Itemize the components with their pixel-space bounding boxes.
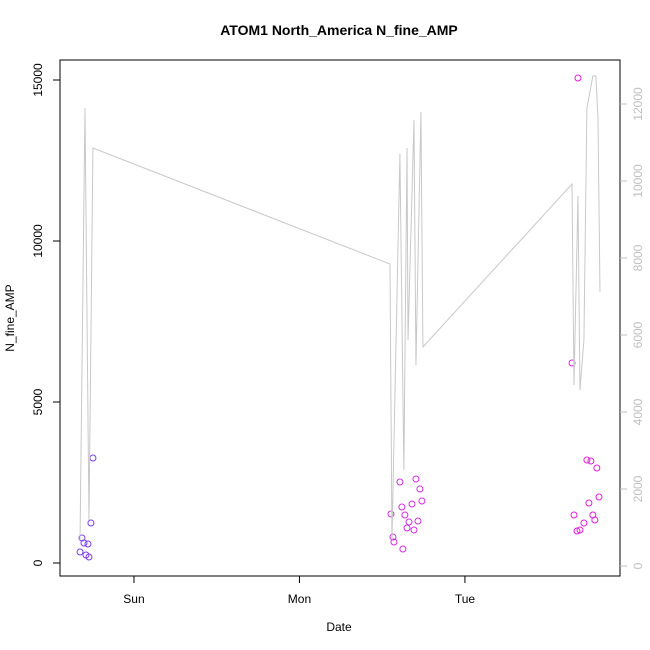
chart-title: ATOM1 North_America N_fine_AMP [220,22,458,38]
point [573,527,581,535]
point [387,510,395,518]
x-tick-label: Tue [455,592,476,606]
y2-tick-label: 8000 [631,244,645,271]
point [399,545,407,553]
x-tick-label: Sun [123,592,144,606]
point [401,511,409,519]
point [84,540,92,548]
point [403,524,411,532]
point [591,516,599,524]
point [76,548,84,556]
point [570,511,578,519]
y-tick-label: 0 [31,559,45,566]
y2-tick-label: 2000 [631,475,645,502]
point [593,464,601,472]
point [396,478,404,486]
point [568,359,576,367]
y-tick-label: 15000 [31,63,45,97]
y2-tick-label: 12000 [631,87,645,121]
x-tick-label: Mon [288,592,311,606]
point [587,457,595,465]
point [85,553,93,561]
point [80,539,88,547]
point [408,500,416,508]
y-tick-label: 10000 [31,224,45,258]
x-axis-label: Date [326,620,352,634]
point [412,475,420,483]
point [574,74,582,82]
point [583,456,591,464]
y2-tick-label: 6000 [631,321,645,348]
line [79,75,601,541]
point [414,517,422,525]
point [87,519,95,527]
point [410,526,418,534]
point [389,533,397,541]
plot-box [59,59,621,577]
point [585,499,593,507]
y-tick-label: 5000 [31,388,45,415]
point [576,526,584,534]
point [416,485,424,493]
y2-tick-label: 0 [631,562,645,569]
point [595,493,603,501]
y-axis-label: N_fine_AMP [3,284,17,351]
y2-tick-label: 10000 [631,164,645,198]
point [405,518,413,526]
point [390,538,398,546]
y2-tick-label: 4000 [631,398,645,425]
point [580,519,588,527]
point [418,497,426,505]
point [398,503,406,511]
